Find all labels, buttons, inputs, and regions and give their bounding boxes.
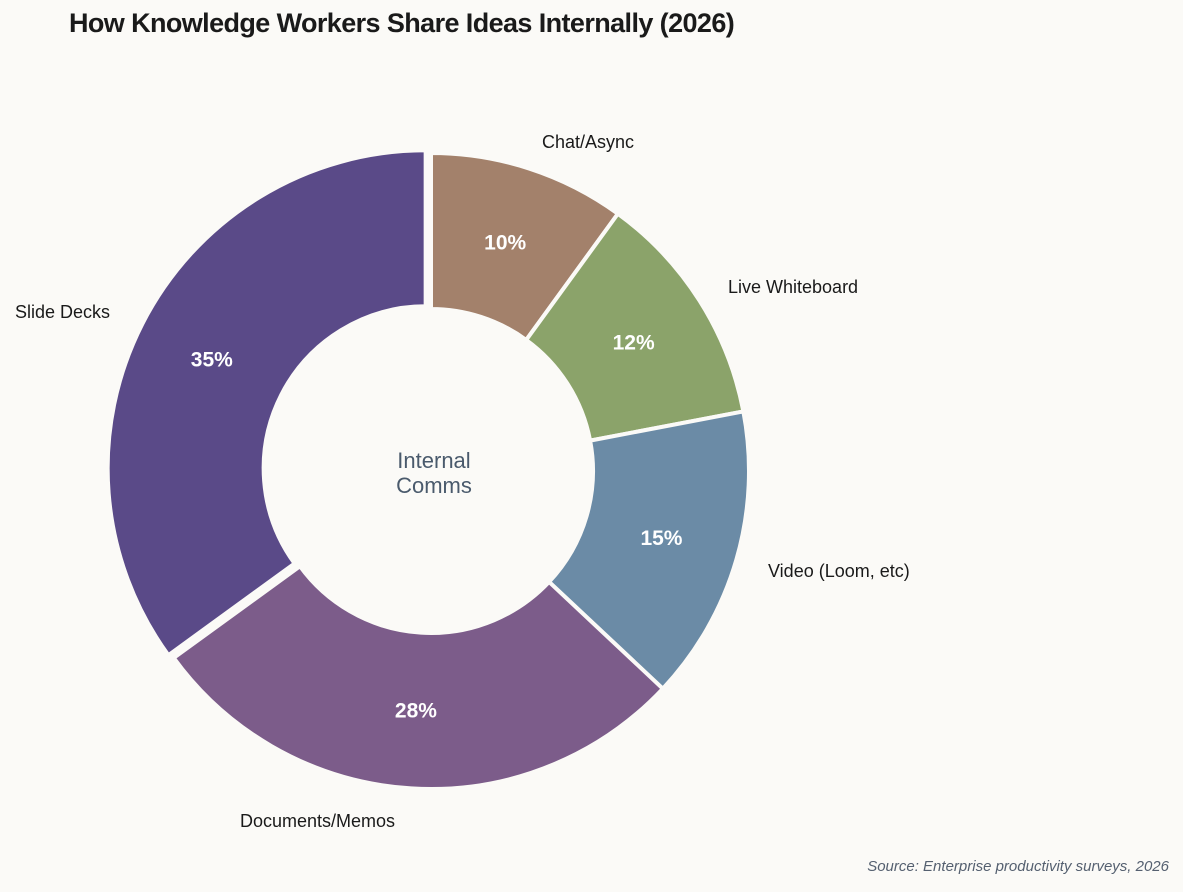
slice-percentage-label: 15%	[640, 527, 682, 550]
slice-documents-memos	[170, 563, 666, 791]
slice-percentage-label: 10%	[484, 232, 526, 255]
slice-category-label: Live Whiteboard	[728, 277, 858, 297]
category-labels: Chat/Async Live Whiteboard Video (Loom, et…	[15, 132, 910, 831]
slice-video-loom-etc	[546, 409, 751, 692]
slice-category-label: Video (Loom, etc)	[768, 561, 910, 581]
slice-category-label: Documents/Memos	[240, 811, 395, 831]
slice-percentage-label: 28%	[395, 700, 437, 723]
center-label-line1: Internal	[397, 448, 470, 473]
slice-percentage-label: 35%	[191, 348, 233, 371]
slice-category-label: Slide Decks	[15, 302, 110, 322]
slice-percentage-label: 12%	[613, 331, 655, 354]
slice-live-whiteboard	[523, 210, 746, 443]
slice-category-label: Chat/Async	[542, 132, 634, 152]
source-note: Source: Enterprise productivity surveys,…	[867, 858, 1169, 875]
percentage-labels: 10% 12% 15% 28% 35%	[191, 232, 683, 723]
donut-slices	[105, 148, 751, 791]
slice-slide-decks	[105, 148, 428, 658]
chart-title: How Knowledge Workers Share Ideas Intern…	[69, 8, 735, 38]
center-label-line2: Comms	[396, 473, 472, 498]
